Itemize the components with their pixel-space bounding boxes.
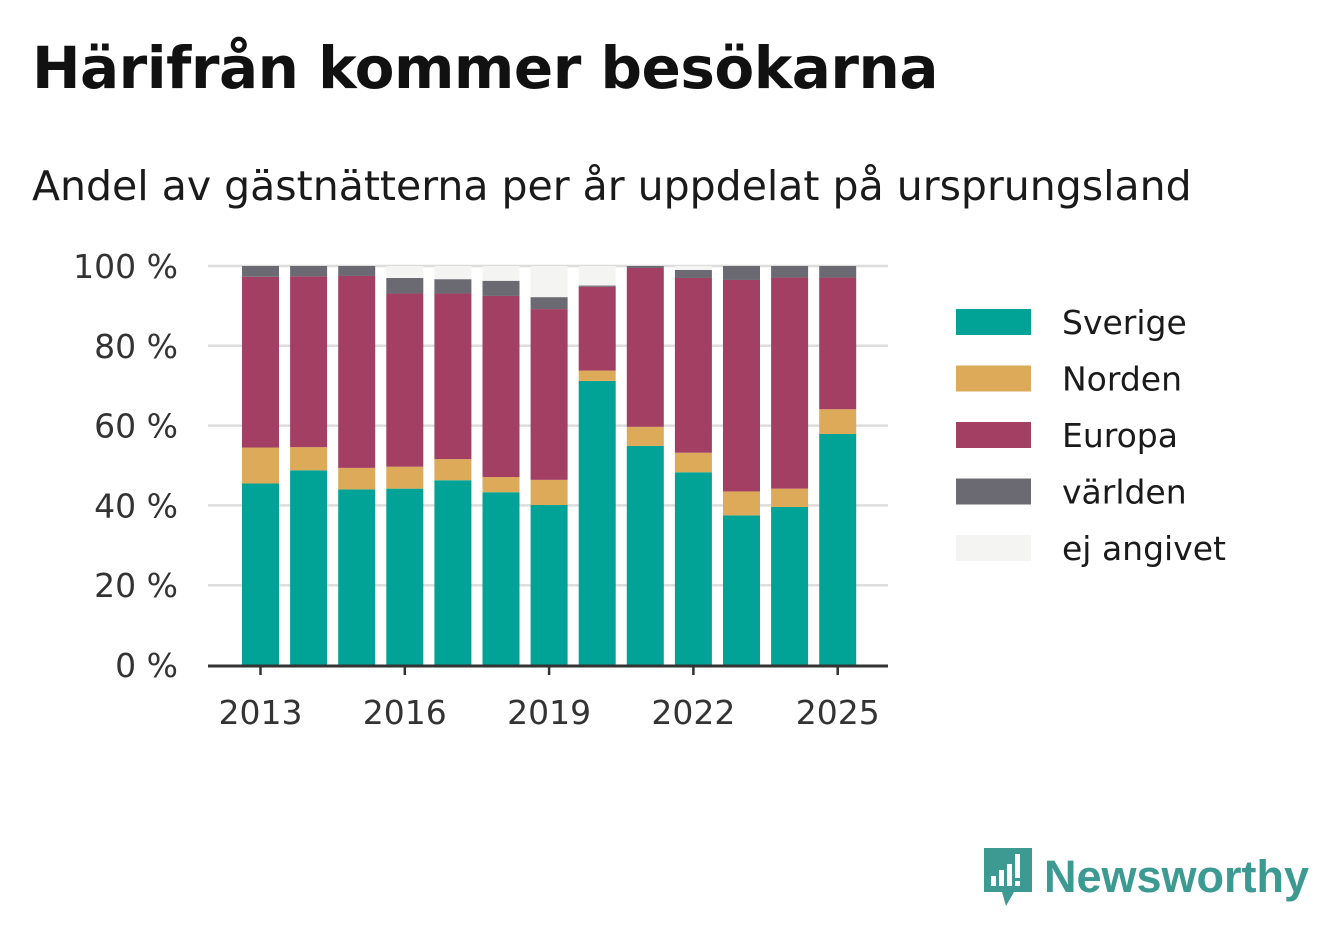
y-tick-label: 20 %: [94, 566, 178, 605]
x-tick-label: 2025: [796, 693, 880, 732]
bar-segment: [338, 275, 376, 468]
bar-segment: [434, 459, 472, 481]
bar-segment: [242, 483, 279, 665]
bar-segment: [482, 266, 520, 281]
chart-title: Härifrån kommer besökarna: [32, 34, 938, 102]
bar-segment: [819, 266, 857, 278]
bar-segment: [819, 277, 857, 410]
bar-segment: [578, 266, 616, 286]
x-tick-label: 2022: [651, 693, 735, 732]
y-axis-tick-labels: 0 % 20 % 40 % 60 % 80 % 100 %: [73, 247, 178, 685]
bar-segment: [338, 489, 376, 665]
bar-segment: [434, 279, 472, 294]
y-tick-label: 60 %: [94, 407, 178, 446]
bar-segment: [674, 266, 712, 270]
legend-label: världen: [1062, 473, 1187, 512]
y-tick-label: 80 %: [94, 327, 178, 366]
bar-segment: [434, 480, 472, 665]
x-tick-label: 2019: [507, 693, 591, 732]
bar-segment: [723, 515, 760, 665]
bar-segment: [530, 479, 568, 506]
legend-swatch: [956, 422, 1031, 448]
bar-segment: [771, 266, 809, 278]
x-tick-label: 2016: [363, 693, 447, 732]
bars: [242, 266, 857, 665]
bar-segment: [723, 279, 760, 492]
y-tick-label: 0 %: [115, 646, 178, 685]
bar-segment: [578, 285, 616, 287]
bar-segment: [626, 445, 664, 665]
bar-segment: [290, 470, 328, 665]
bar-segment: [482, 492, 520, 665]
bar-segment: [242, 276, 279, 448]
y-tick-label: 40 %: [94, 486, 178, 525]
y-tick-label: 100 %: [73, 247, 178, 286]
bar-segment: [723, 266, 760, 280]
bar-segment: [482, 280, 520, 296]
bar-segment: [674, 269, 712, 278]
bar-segment: [290, 447, 328, 471]
legend-swatch: [956, 365, 1031, 392]
bar-segment: [578, 286, 616, 371]
bar-segment: [674, 472, 712, 665]
bar-segment: [482, 295, 520, 478]
bar-segment: [386, 277, 424, 294]
bar-segment: [626, 426, 664, 446]
axes: [208, 664, 888, 675]
bar-segment: [771, 277, 809, 489]
legend-swatch: [956, 535, 1031, 561]
bar-segment: [530, 309, 568, 480]
bar-segment: [434, 266, 472, 280]
bar-segment: [242, 266, 279, 277]
legend-swatch: [956, 309, 1031, 335]
newsworthy-brand: Newsworthy: [982, 846, 1309, 908]
bar-segment: [819, 433, 857, 665]
chart-subtitle: Andel av gästnätterna per år uppdelat på…: [32, 162, 1192, 210]
bar-segment: [626, 266, 664, 268]
bar-segment: [819, 409, 857, 434]
bar-segment: [290, 266, 328, 277]
bar-segment: [530, 297, 568, 310]
bar-segment: [482, 477, 520, 493]
legend-label: Europa: [1062, 416, 1178, 455]
bar-segment: [530, 266, 568, 298]
legend-label: ej angivet: [1062, 529, 1226, 568]
x-tick-label: 2013: [219, 693, 303, 732]
bar-segment: [434, 293, 472, 460]
bar-segment: [290, 276, 328, 448]
bar-segment: [771, 488, 809, 507]
bar-segment: [578, 370, 616, 381]
legend-label: Sverige: [1062, 303, 1187, 342]
bar-segment: [626, 267, 664, 427]
bar-segment: [723, 491, 760, 516]
newsworthy-logo-icon: [984, 848, 1032, 906]
bar-segment: [386, 293, 424, 467]
legend-swatch: [956, 478, 1031, 505]
bar-segment: [386, 488, 424, 665]
bar-segment: [674, 452, 712, 473]
brand-name: Newsworthy: [1044, 851, 1310, 902]
legend: Sverige Norden Europa världen ej angivet: [956, 303, 1226, 568]
bar-segment: [242, 447, 279, 484]
bar-segment: [674, 277, 712, 453]
legend-label: Norden: [1062, 360, 1182, 399]
bar-segment: [386, 266, 424, 278]
bar-segment: [386, 466, 424, 489]
bar-segment: [338, 266, 376, 276]
bar-segment: [578, 380, 616, 665]
bar-segment: [771, 506, 809, 665]
bar-segment: [530, 505, 568, 665]
bar-segment: [338, 467, 376, 490]
x-axis-tick-labels: 2013 2016 2019 2022 2025: [219, 693, 880, 732]
